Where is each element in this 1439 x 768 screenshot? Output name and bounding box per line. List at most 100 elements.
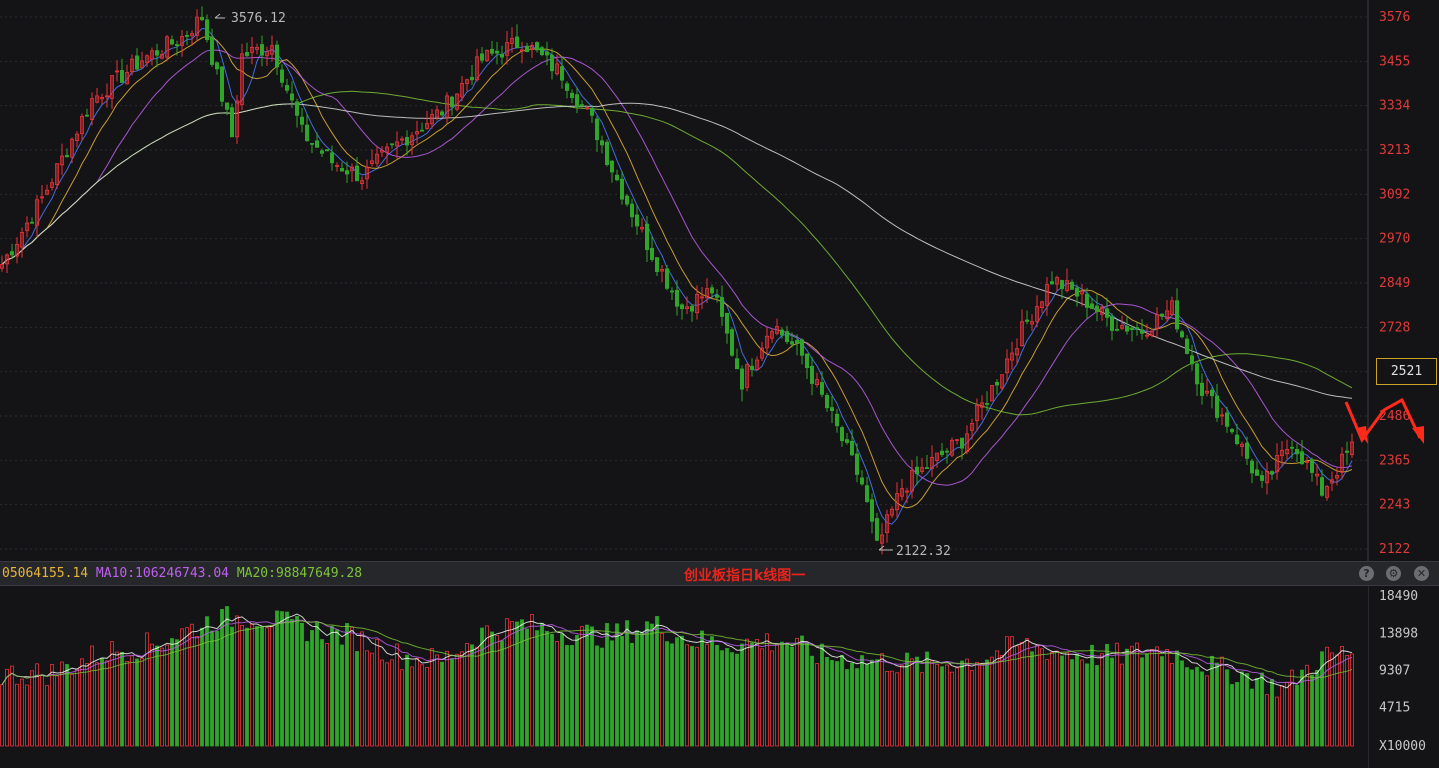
- candle-body: [865, 485, 870, 502]
- volume-bar: [1190, 669, 1194, 747]
- volume-bar: [560, 633, 564, 747]
- candle-body: [610, 160, 615, 173]
- extreme-price-labels: 3576.12 2122.32: [214, 11, 951, 559]
- volume-bar: [290, 619, 294, 747]
- volume-bar: [715, 644, 719, 747]
- trend-arrow-annotation: [1344, 397, 1424, 444]
- volume-bar: [200, 627, 204, 747]
- candle-body: [850, 440, 855, 456]
- price-tick-label: 3092: [1379, 187, 1410, 202]
- volume-ma20-line: [1, 620, 1353, 685]
- volume-bar: [190, 623, 194, 747]
- candle-body: [785, 331, 790, 342]
- candle-body: [545, 51, 550, 56]
- volume-bar: [1185, 667, 1189, 747]
- volume-bar: [30, 670, 34, 747]
- volume-bar: [220, 608, 224, 747]
- volume-bar: [170, 638, 174, 747]
- candle-body: [464, 79, 469, 84]
- volume-bar: [1320, 651, 1324, 747]
- volume-bar: [335, 629, 339, 747]
- volume-bar: [20, 678, 24, 747]
- candle-body: [70, 138, 75, 158]
- candle-body: [880, 534, 885, 544]
- price-tick-label: 2365: [1379, 453, 1410, 468]
- volume-bar: [1000, 655, 1004, 747]
- candle-body: [1280, 449, 1285, 457]
- candle-body: [1170, 300, 1175, 315]
- volume-bar: [640, 631, 644, 747]
- candle-body: [474, 56, 479, 81]
- ma20-readout: MA20:98847649.28: [236, 566, 363, 581]
- volume-bar: [1110, 657, 1114, 747]
- volume-bar: [1255, 678, 1259, 747]
- candle-body: [1020, 321, 1025, 347]
- volume-bar: [970, 669, 974, 747]
- volume-bar: [650, 623, 654, 747]
- volume-bar: [995, 650, 999, 747]
- volume-bar: [355, 651, 359, 747]
- volume-bar: [265, 627, 269, 747]
- volume-bar: [685, 644, 689, 747]
- volume-bar: [1005, 636, 1009, 747]
- volume-bar: [410, 666, 414, 747]
- candle-body: [1315, 473, 1320, 477]
- volume-bar: [1045, 659, 1049, 747]
- candle-body: [419, 129, 424, 132]
- candle-body: [139, 60, 144, 69]
- candle-body: [439, 111, 444, 116]
- settings-icon[interactable]: ⚙: [1386, 566, 1401, 581]
- close-icon[interactable]: ✕: [1414, 566, 1429, 581]
- candle-body: [1230, 429, 1235, 433]
- candle-body: [1100, 306, 1105, 315]
- candle-body: [520, 49, 525, 52]
- candle-body: [620, 178, 625, 200]
- volume-bar: [1160, 656, 1164, 747]
- candle-body: [244, 52, 249, 57]
- candle-body: [680, 304, 685, 310]
- candle-body: [890, 508, 895, 516]
- candle-body: [494, 50, 499, 54]
- help-icon[interactable]: ?: [1359, 566, 1374, 581]
- candle-body: [770, 331, 775, 339]
- candle-body: [304, 124, 309, 142]
- volume-bar: [800, 635, 804, 747]
- candle-body: [234, 100, 239, 138]
- volume-bar: [635, 630, 639, 747]
- volume-bar: [1155, 646, 1159, 747]
- volume-unit-label: X10000: [1379, 739, 1426, 754]
- candle-body: [399, 138, 404, 141]
- volume-bar: [1070, 659, 1074, 747]
- candle-body: [29, 221, 34, 224]
- candle-body: [459, 83, 464, 98]
- candle-body: [655, 257, 660, 273]
- candle-body: [1185, 338, 1190, 354]
- volume-bar: [1315, 669, 1319, 747]
- volume-bar: [710, 636, 714, 747]
- volume-bar: [735, 653, 739, 747]
- candle-body: [580, 104, 585, 107]
- volume-bar: [840, 655, 844, 747]
- volume-bar: [510, 621, 514, 747]
- arrow-down-icon: [1356, 426, 1368, 444]
- candle-body: [50, 182, 55, 188]
- volume-bar: [1105, 643, 1109, 747]
- volume-bar: [810, 655, 814, 747]
- volume-bar: [630, 642, 634, 747]
- candle-body: [945, 450, 950, 453]
- candle-body: [434, 109, 439, 118]
- volume-bar: [1125, 648, 1129, 747]
- candle-body: [324, 149, 329, 152]
- candle-body: [40, 196, 45, 199]
- candle-body: [905, 490, 910, 493]
- candle-body: [775, 326, 780, 334]
- candle-body: [224, 102, 229, 110]
- candle-body: [535, 42, 540, 51]
- current-price-tag: 2521: [1376, 358, 1437, 385]
- candle-body: [725, 312, 730, 334]
- volume-bar: [550, 633, 554, 747]
- volume-bar: [965, 658, 969, 747]
- candle-body: [1040, 301, 1045, 309]
- volume-bar: [780, 641, 784, 747]
